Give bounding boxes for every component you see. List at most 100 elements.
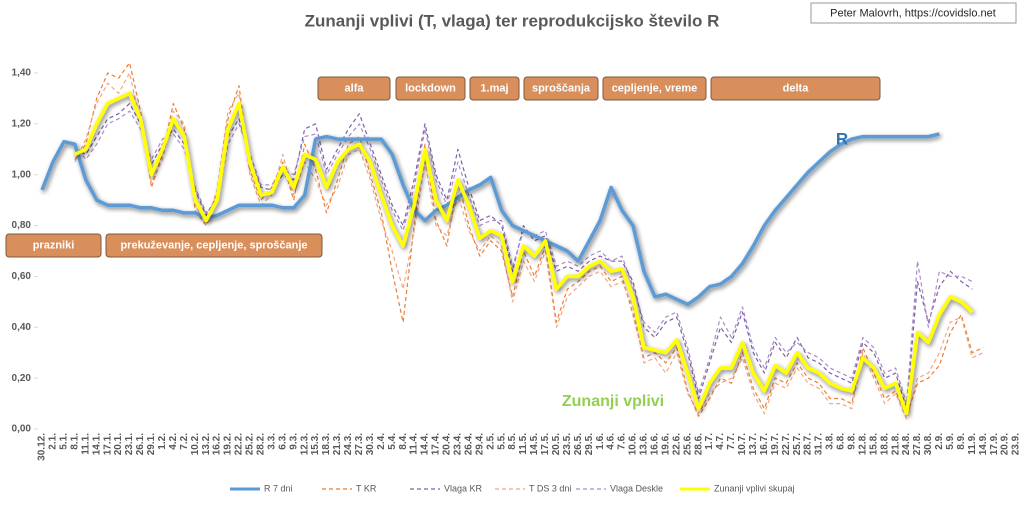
x-tick-label: 30.12. bbox=[37, 433, 48, 461]
x-tick-label: 23.9. bbox=[1011, 433, 1022, 455]
x-tick-label: 19.7. bbox=[770, 433, 781, 455]
x-tick-label: 24.3. bbox=[343, 433, 354, 455]
x-tick-label: 16.7. bbox=[759, 433, 770, 455]
x-tick-label: 20.9. bbox=[1000, 433, 1011, 455]
x-tick-label: 11.9. bbox=[967, 433, 978, 455]
x-tick-label: 5.5. bbox=[496, 433, 507, 450]
x-tick-label: 21.3. bbox=[332, 433, 343, 455]
y-tick-label: 0,20 bbox=[12, 373, 32, 384]
x-tick-label: 23.1. bbox=[124, 433, 135, 455]
x-tick-label: 13.7. bbox=[748, 433, 759, 455]
x-tick-label: 28.2. bbox=[256, 433, 267, 455]
y-tick-label: 0,60 bbox=[12, 271, 32, 282]
x-tick-label: 27.8. bbox=[912, 433, 923, 455]
annotation-box bbox=[105, 233, 323, 258]
x-tick-label: 2.9. bbox=[934, 433, 945, 450]
x-tick-label: 2.5. bbox=[485, 433, 496, 450]
x-tick-label: 18.8. bbox=[879, 433, 890, 455]
annotation-box bbox=[5, 233, 102, 258]
source: Peter Malovrh, https://covidslo.net bbox=[830, 7, 996, 19]
x-tick-label: 12.3. bbox=[299, 433, 310, 455]
series-label: Zunanji vplivi bbox=[562, 393, 664, 410]
series-label: R bbox=[836, 129, 848, 148]
x-tick-label: 10.6. bbox=[628, 433, 639, 455]
x-tick-label: 23.5. bbox=[562, 433, 573, 455]
x-tick-label: 26.5. bbox=[573, 433, 584, 455]
x-tick-label: 20.4. bbox=[442, 433, 453, 455]
x-tick-label: 11.4. bbox=[409, 433, 420, 455]
annotation: lockdown bbox=[405, 82, 456, 94]
x-tick-label: 29.4. bbox=[474, 433, 485, 455]
x-tick-label: 4.7. bbox=[715, 433, 726, 450]
x-tick-label: 25.2. bbox=[245, 433, 256, 455]
x-tick-label: 5.9. bbox=[945, 433, 956, 450]
x-tick-label: 16.2. bbox=[212, 433, 223, 455]
x-tick-label: 23.4. bbox=[453, 433, 464, 455]
x-tick-label: 11.1. bbox=[80, 433, 91, 455]
x-tick-label: 1.2. bbox=[157, 433, 168, 450]
x-tick-label: 27.3. bbox=[354, 433, 365, 455]
x-tick-label: 6.3. bbox=[277, 433, 288, 450]
x-tick-label: 20.1. bbox=[113, 433, 124, 455]
x-tick-label: 10.2. bbox=[190, 433, 201, 455]
annotation-box bbox=[523, 76, 599, 101]
x-tick-label: 7.2. bbox=[179, 433, 190, 450]
x-tick-label: 1.6. bbox=[595, 433, 606, 450]
chart-title: Zunanji vplivi (T, vlaga) ter reprodukci… bbox=[305, 11, 720, 30]
x-tick-label: 14.1. bbox=[91, 433, 102, 455]
x-tick-label: 3.3. bbox=[266, 433, 277, 450]
x-tick-label: 20.5. bbox=[551, 433, 562, 455]
x-tick-label: 13.6. bbox=[639, 433, 650, 455]
annotation: 1.maj bbox=[480, 82, 508, 94]
x-tick-label: 17.1. bbox=[102, 433, 113, 455]
legend-label: T DS 3 dni bbox=[529, 483, 571, 493]
x-tick-label: 28.6. bbox=[693, 433, 704, 455]
x-tick-label: 4.2. bbox=[168, 433, 179, 450]
x-tick-label: 25.6. bbox=[682, 433, 693, 455]
x-tick-label: 2.4. bbox=[376, 433, 387, 450]
x-tick-label: 5.4. bbox=[387, 433, 398, 450]
x-tick-label: 17.5. bbox=[540, 433, 551, 455]
x-tick-label: 19.2. bbox=[223, 433, 234, 455]
x-tick-label: 11.5. bbox=[518, 433, 529, 455]
x-tick-label: 24.8. bbox=[901, 433, 912, 455]
x-tick-label: 14.4. bbox=[420, 433, 431, 455]
y-tick-label: 0,40 bbox=[12, 322, 32, 333]
annotation: sproščanja bbox=[532, 82, 591, 94]
x-tick-label: 10.7. bbox=[737, 433, 748, 455]
x-tick-label: 17.9. bbox=[989, 433, 1000, 455]
annotation: alfa bbox=[345, 82, 365, 94]
x-tick-label: 4.6. bbox=[606, 433, 617, 450]
x-tick-label: 14.5. bbox=[529, 433, 540, 455]
x-tick-label: 7.7. bbox=[726, 433, 737, 450]
legend-label: Zunanji vplivi skupaj bbox=[714, 483, 795, 493]
x-tick-label: 8.1. bbox=[69, 433, 80, 450]
x-tick-label: 26.4. bbox=[463, 433, 474, 455]
y-tick-label: 1,40 bbox=[12, 68, 32, 79]
x-tick-label: 13.2. bbox=[201, 433, 212, 455]
x-tick-label: 2.1. bbox=[48, 433, 59, 450]
x-tick-label: 30.3. bbox=[365, 433, 376, 455]
x-tick-label: 7.6. bbox=[617, 433, 628, 450]
annotation-box bbox=[317, 76, 391, 101]
x-tick-label: 15.8. bbox=[868, 433, 879, 455]
x-tick-label: 15.3. bbox=[310, 433, 321, 455]
x-tick-label: 26.1. bbox=[135, 433, 146, 455]
x-tick-label: 5.1. bbox=[59, 433, 70, 450]
annotation-box bbox=[395, 76, 466, 101]
annotation: prazniki bbox=[33, 239, 75, 251]
annotation: delta bbox=[783, 82, 810, 94]
legend-label: T KR bbox=[356, 483, 377, 493]
x-tick-label: 9.3. bbox=[288, 433, 299, 450]
x-tick-label: 3.8. bbox=[825, 433, 836, 450]
legend-label: R 7 dni bbox=[264, 483, 293, 493]
line-series bbox=[74, 91, 974, 416]
annotation-box bbox=[469, 76, 520, 101]
x-tick-label: 22.6. bbox=[671, 433, 682, 455]
x-tick-label: 29.5. bbox=[584, 433, 595, 455]
source-box bbox=[810, 2, 1017, 24]
x-tick-label: 16.6. bbox=[649, 433, 660, 455]
annotation-box bbox=[710, 76, 881, 101]
x-tick-label: 29.1. bbox=[146, 433, 157, 455]
